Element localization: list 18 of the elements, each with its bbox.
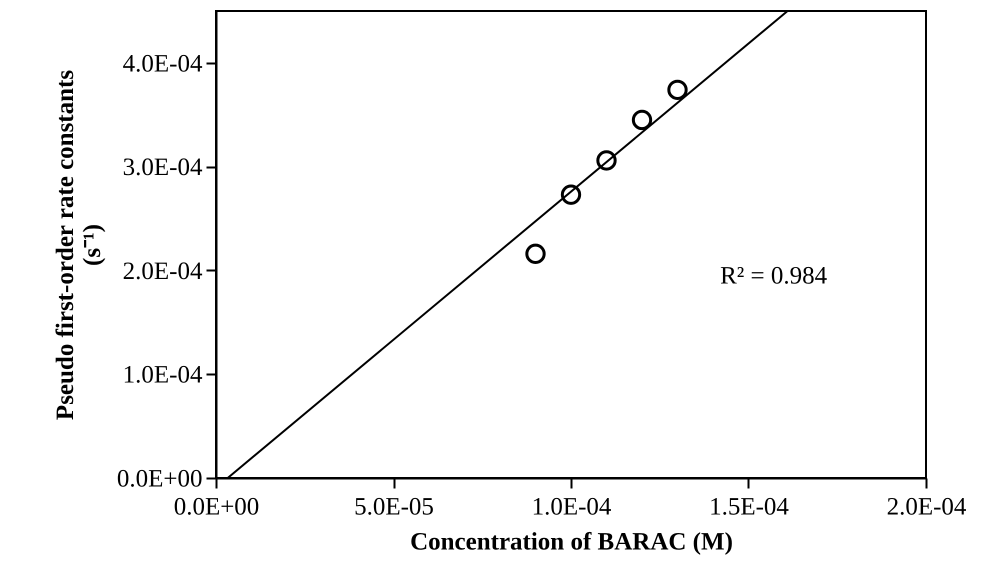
point bbox=[560, 184, 582, 205]
y-tick-label: 3.0E-04 bbox=[122, 154, 203, 182]
x-tick-label: 5.0E-05 bbox=[354, 494, 434, 520]
point bbox=[525, 244, 546, 264]
point bbox=[632, 110, 652, 130]
y-axis-title: Pseudo first-order rate constants (s⁻¹) bbox=[52, 70, 106, 420]
y-tick-label: 4.0E-04 bbox=[122, 50, 203, 78]
y-tick-label: 2.0E-04 bbox=[122, 258, 203, 285]
x-tick-label: 2.0E-04 bbox=[886, 494, 967, 520]
x-tick-label: 0.0E+00 bbox=[174, 494, 260, 520]
x-tick-label: 1.5E-04 bbox=[709, 494, 790, 520]
point bbox=[667, 80, 688, 100]
x-tick-label: 1.0E-04 bbox=[532, 494, 612, 520]
x-axis-title: Concentration of BARAC (M) bbox=[410, 528, 733, 556]
y-tick-label: 0.0E+00 bbox=[116, 466, 202, 492]
annotation: R² = 0.984 bbox=[720, 262, 828, 290]
y-tick-label: 1.0E-04 bbox=[122, 362, 203, 389]
point bbox=[596, 150, 617, 171]
